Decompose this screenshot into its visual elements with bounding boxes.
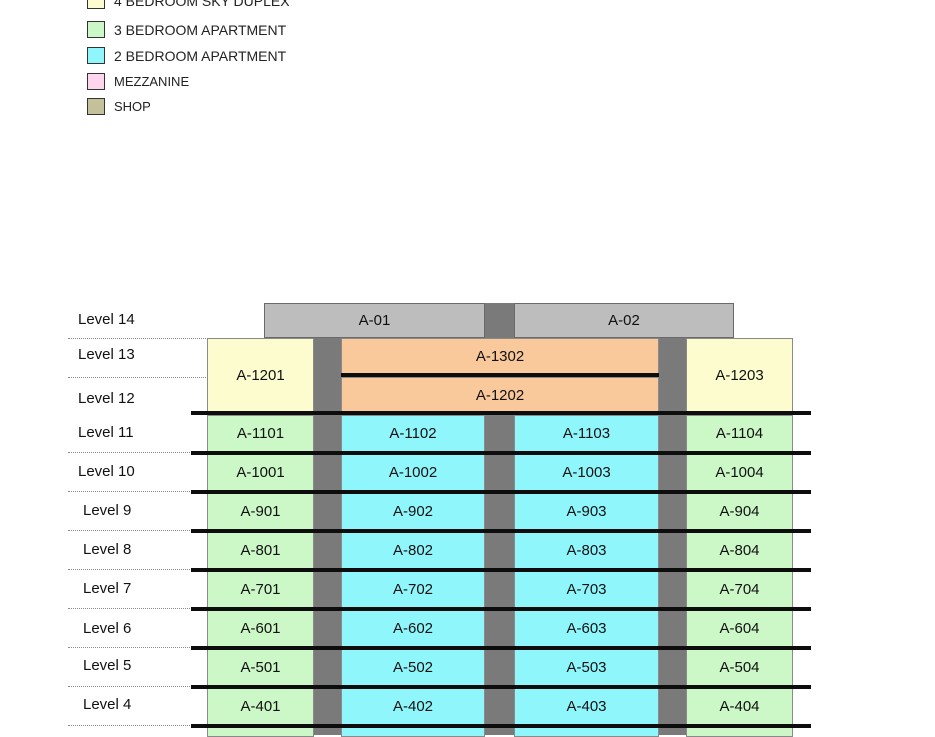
- unit-a-02: A-02: [514, 303, 734, 338]
- core-block: [659, 338, 686, 413]
- unit-a-504: A-504: [686, 649, 793, 686]
- unit-a-1102: A-1102: [341, 415, 485, 452]
- level-divider: [68, 338, 208, 339]
- core-shaft-right: [659, 413, 686, 735]
- unit-a-401: A-401: [207, 688, 314, 725]
- floor-slab: [191, 685, 811, 689]
- level-label-14: Level 14: [78, 311, 135, 328]
- unit-a-1003: A-1003: [514, 454, 659, 491]
- legend-label: SHOP: [114, 99, 151, 114]
- unit-level-3-center-right: [514, 727, 659, 737]
- level-divider: [68, 569, 208, 570]
- level-label-11: Level 11: [78, 424, 134, 441]
- unit-a-1104: A-1104: [686, 415, 793, 452]
- unit-a-1002: A-1002: [341, 454, 485, 491]
- level-divider: [68, 491, 208, 492]
- floor-slab: [191, 724, 811, 728]
- floor-slab: [191, 568, 811, 572]
- unit-a-803: A-803: [514, 532, 659, 569]
- three-bed-swatch-icon: [87, 21, 105, 38]
- unit-a-402: A-402: [341, 688, 485, 725]
- level-label-7: Level 7: [83, 580, 132, 597]
- core-shaft-left: [314, 413, 341, 735]
- unit-a-501: A-501: [207, 649, 314, 686]
- unit-a-601: A-601: [207, 610, 314, 647]
- level-divider: [68, 686, 208, 687]
- unit-a-804: A-804: [686, 532, 793, 569]
- unit-level-3-right: [686, 727, 793, 737]
- level-divider: [68, 647, 208, 648]
- unit-a-1302: A-1302: [341, 338, 659, 374]
- legend-label: MEZZANINE: [114, 74, 190, 89]
- level-divider: [68, 725, 208, 726]
- level-label-4: Level 4: [83, 696, 132, 713]
- unit-a-1202: A-1202: [341, 377, 659, 413]
- unit-a-1101: A-1101: [207, 415, 314, 452]
- unit-a-902: A-902: [341, 493, 485, 530]
- shop-swatch-icon: [87, 98, 105, 115]
- level-label-5: Level 5: [83, 657, 132, 674]
- level-divider: [68, 452, 208, 453]
- core-block: [485, 303, 514, 338]
- unit-a-503: A-503: [514, 649, 659, 686]
- level-label-8: Level 8: [83, 541, 132, 558]
- level-label-13: Level 13: [78, 346, 135, 363]
- legend-item-shop: SHOP: [87, 98, 347, 120]
- unit-a-1203: A-1203: [686, 338, 793, 413]
- legend-item-mezzanine: MEZZANINE: [87, 73, 347, 95]
- unit-a-903: A-903: [514, 493, 659, 530]
- floor-slab: [191, 607, 811, 611]
- unit-a-901: A-901: [207, 493, 314, 530]
- unit-a-404: A-404: [686, 688, 793, 725]
- unit-a-403: A-403: [514, 688, 659, 725]
- floor-slab: [191, 646, 811, 650]
- level-label-6: Level 6: [83, 620, 132, 637]
- unit-a-1001: A-1001: [207, 454, 314, 491]
- unit-a-602: A-602: [341, 610, 485, 647]
- legend-label: 3 BEDROOM APARTMENT: [114, 22, 287, 38]
- level-divider: [68, 608, 208, 609]
- legend-item-duplex: 4 BEDROOM SKY DUPLEX: [87, 0, 347, 14]
- level-label-10: Level 10: [78, 463, 135, 480]
- unit-a-904: A-904: [686, 493, 793, 530]
- unit-a-703: A-703: [514, 571, 659, 608]
- unit-a-701: A-701: [207, 571, 314, 608]
- unit-a-603: A-603: [514, 610, 659, 647]
- unit-a-502: A-502: [341, 649, 485, 686]
- unit-level-3-center-left: [341, 727, 485, 737]
- legend-item-two-bedroom: 2 BEDROOM APARTMENT: [87, 47, 347, 69]
- level-label-9: Level 9: [83, 502, 132, 519]
- level-divider: [68, 377, 208, 378]
- floor-slab: [191, 490, 811, 494]
- unit-a-1201: A-1201: [207, 338, 314, 413]
- unit-a-01: A-01: [264, 303, 485, 338]
- unit-a-604: A-604: [686, 610, 793, 647]
- duplex-swatch-icon: [87, 0, 105, 9]
- level-divider: [68, 530, 208, 531]
- unit-a-1004: A-1004: [686, 454, 793, 491]
- unit-level-3-left: [207, 727, 314, 737]
- unit-a-802: A-802: [341, 532, 485, 569]
- floor-slab: [191, 411, 811, 415]
- two-bed-swatch-icon: [87, 47, 105, 64]
- legend-label: 2 BEDROOM APARTMENT: [114, 48, 287, 64]
- level-label-12: Level 12: [78, 390, 135, 407]
- unit-a-704: A-704: [686, 571, 793, 608]
- floor-slab: [341, 373, 659, 377]
- core-block: [314, 338, 341, 413]
- floor-slab: [191, 529, 811, 533]
- legend-item-three-bedroom: 3 BEDROOM APARTMENT: [87, 21, 347, 43]
- legend-label: 4 BEDROOM SKY DUPLEX: [114, 0, 290, 9]
- mezzanine-swatch-icon: [87, 73, 105, 90]
- core-shaft-center: [485, 413, 514, 735]
- unit-a-801: A-801: [207, 532, 314, 569]
- floor-slab: [191, 451, 811, 455]
- unit-a-1103: A-1103: [514, 415, 659, 452]
- unit-a-702: A-702: [341, 571, 485, 608]
